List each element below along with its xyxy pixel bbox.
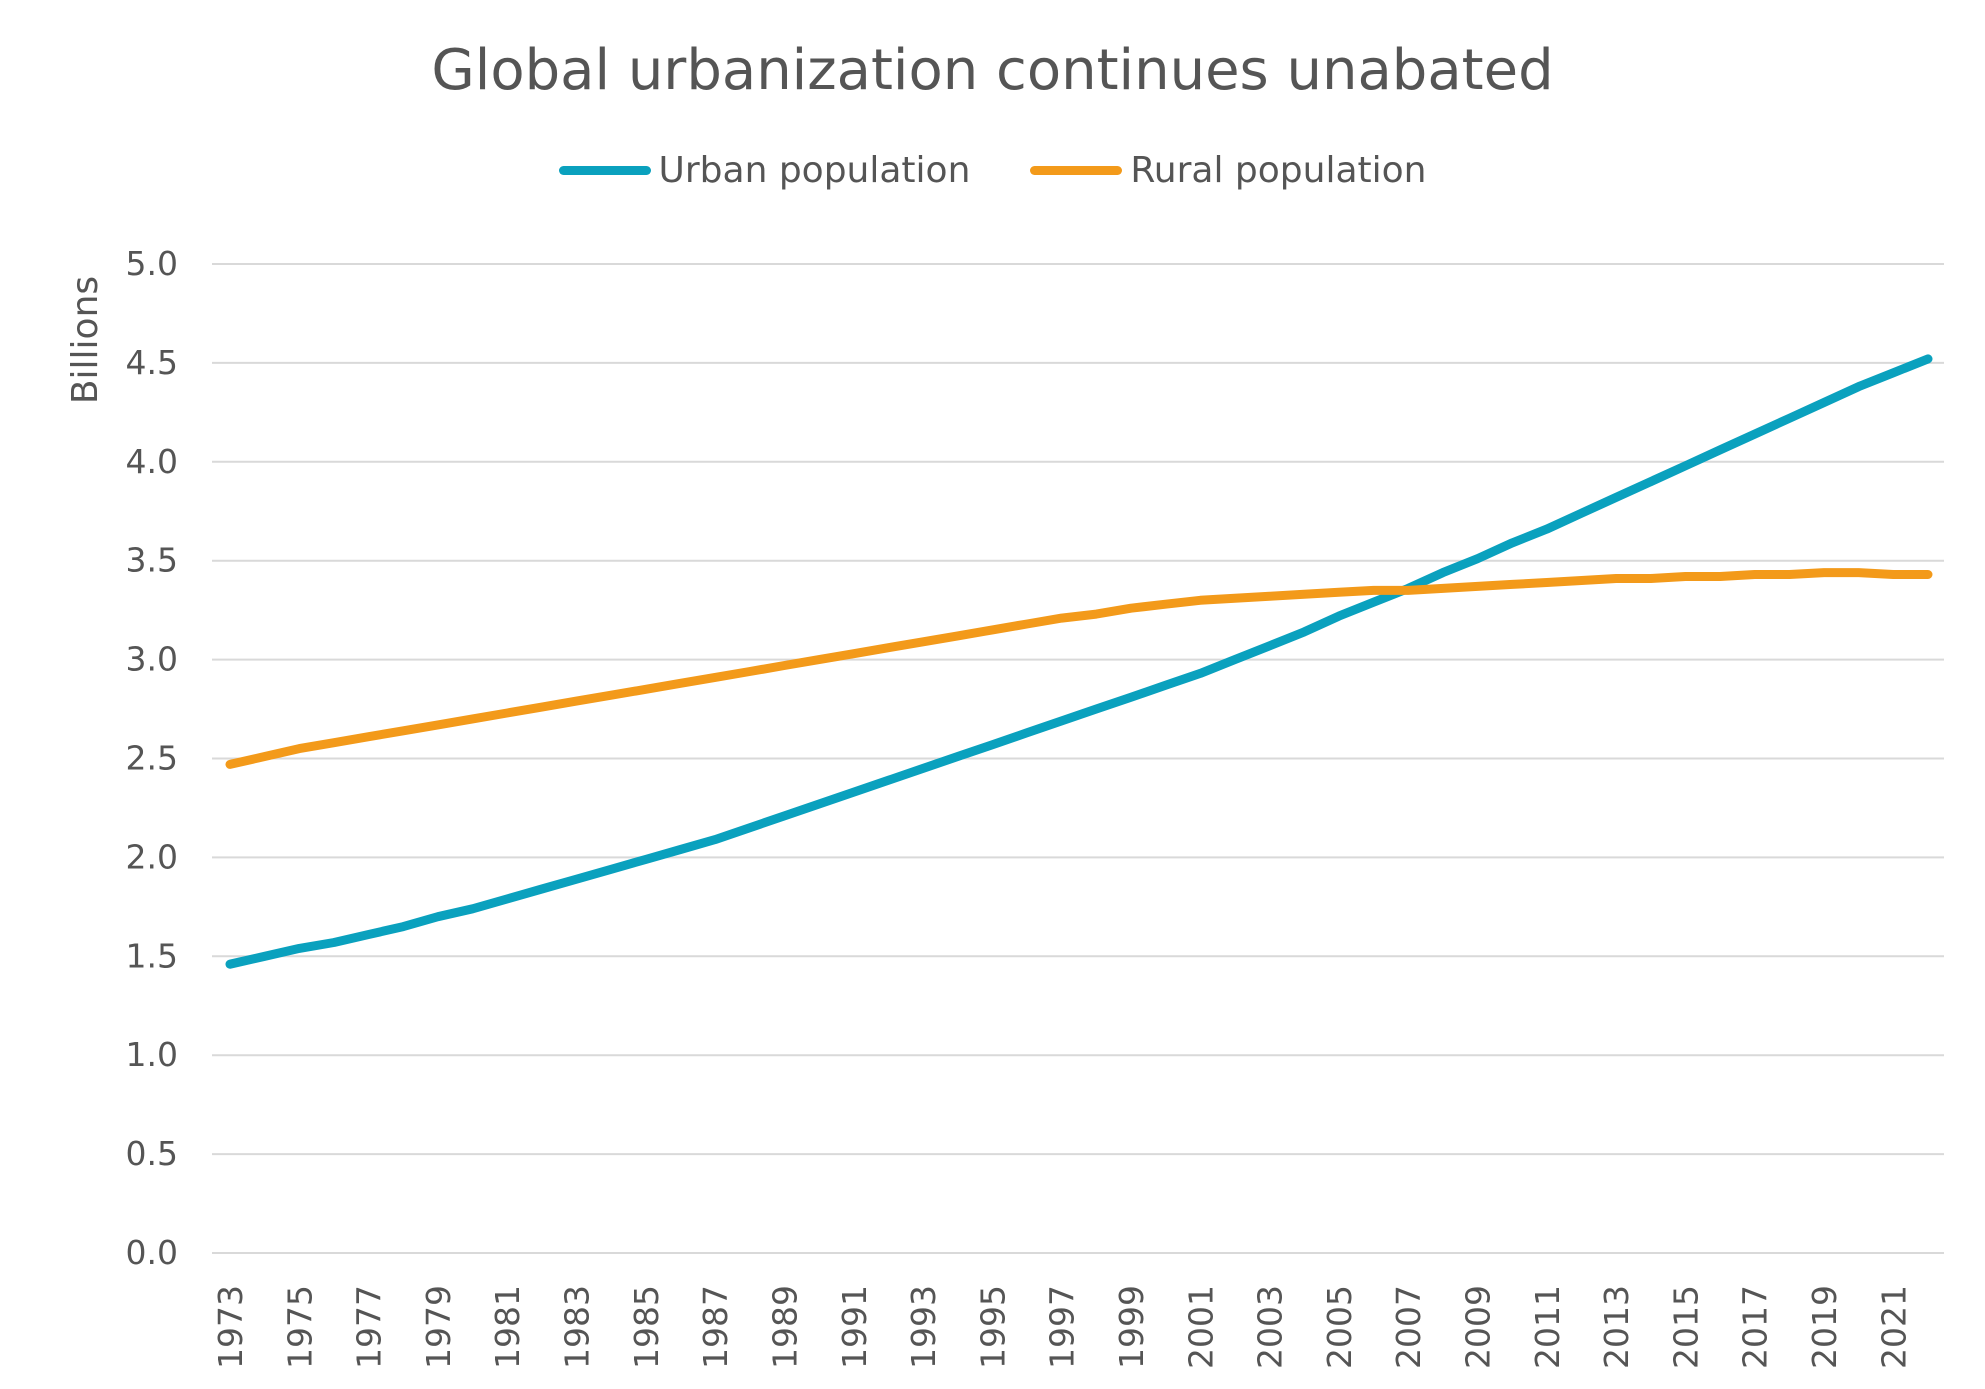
x-tick-label: 1973 bbox=[211, 1285, 250, 1369]
legend-label-urban: Urban population bbox=[658, 150, 971, 191]
series-lines bbox=[225, 354, 1933, 969]
legend-item-urban: Urban population bbox=[558, 150, 971, 191]
series-line-urban bbox=[225, 354, 1933, 969]
y-axis-ticks: 0.0 0.5 1.0 1.5 2.0 2.5 3.0 3.5 4.0 4.5 5.0 bbox=[126, 244, 178, 1272]
legend-swatch-rural bbox=[1030, 166, 1123, 175]
x-tick-label: 1997 bbox=[1043, 1285, 1082, 1369]
x-tick-label: 1993 bbox=[904, 1285, 943, 1369]
y-tick-label: 5.0 bbox=[126, 244, 178, 283]
x-tick-label: 1985 bbox=[627, 1285, 666, 1369]
y-tick-label: 1.5 bbox=[126, 936, 178, 975]
x-tick-label: 2005 bbox=[1320, 1285, 1359, 1369]
y-tick-label: 0.0 bbox=[126, 1233, 178, 1272]
x-tick-label: 1983 bbox=[558, 1285, 597, 1369]
y-tick-label: 3.5 bbox=[126, 541, 178, 580]
y-tick-label: 4.0 bbox=[126, 442, 178, 481]
series-line-rural bbox=[225, 568, 1933, 769]
x-tick-label: 2003 bbox=[1251, 1285, 1290, 1369]
x-tick-label: 2015 bbox=[1666, 1285, 1705, 1369]
x-tick-label: 1999 bbox=[1112, 1285, 1151, 1369]
y-tick-label: 1.0 bbox=[126, 1035, 178, 1074]
x-tick-label: 2001 bbox=[1181, 1285, 1220, 1369]
gridlines bbox=[212, 263, 1944, 1254]
x-tick-label: 2019 bbox=[1805, 1285, 1844, 1369]
y-tick-label: 0.5 bbox=[126, 1134, 178, 1173]
x-tick-label: 2017 bbox=[1736, 1285, 1775, 1369]
x-tick-label: 2013 bbox=[1597, 1285, 1636, 1369]
y-tick-label: 2.5 bbox=[126, 739, 178, 778]
x-axis-ticks: 1973 1975 1977 1979 1981 1983 1985 1987 1989 1991… bbox=[211, 1285, 1913, 1369]
legend-label-rural: Rural population bbox=[1130, 150, 1427, 191]
y-tick-label: 3.0 bbox=[126, 640, 178, 679]
x-tick-label: 2021 bbox=[1874, 1285, 1913, 1369]
x-tick-label: 2011 bbox=[1528, 1285, 1567, 1369]
x-tick-label: 1975 bbox=[280, 1285, 319, 1369]
y-tick-label: 2.0 bbox=[126, 837, 178, 876]
x-tick-label: 1991 bbox=[835, 1285, 874, 1369]
x-tick-label: 1977 bbox=[350, 1285, 389, 1369]
y-tick-label: 4.5 bbox=[126, 343, 178, 382]
x-tick-label: 1995 bbox=[973, 1285, 1012, 1369]
legend-swatch-urban bbox=[558, 166, 651, 175]
chart-title: Global urbanization continues unabated bbox=[431, 38, 1554, 103]
legend-item-rural: Rural population bbox=[1030, 150, 1426, 191]
x-tick-label: 2009 bbox=[1459, 1285, 1498, 1369]
x-tick-label: 2007 bbox=[1389, 1285, 1428, 1369]
x-tick-label: 1981 bbox=[488, 1285, 527, 1369]
x-tick-label: 1989 bbox=[765, 1285, 804, 1369]
x-tick-label: 1987 bbox=[696, 1285, 735, 1369]
legend: Urban population Rural population bbox=[0, 150, 1985, 191]
y-axis-title: Billions bbox=[65, 276, 106, 404]
x-tick-label: 1979 bbox=[419, 1285, 458, 1369]
